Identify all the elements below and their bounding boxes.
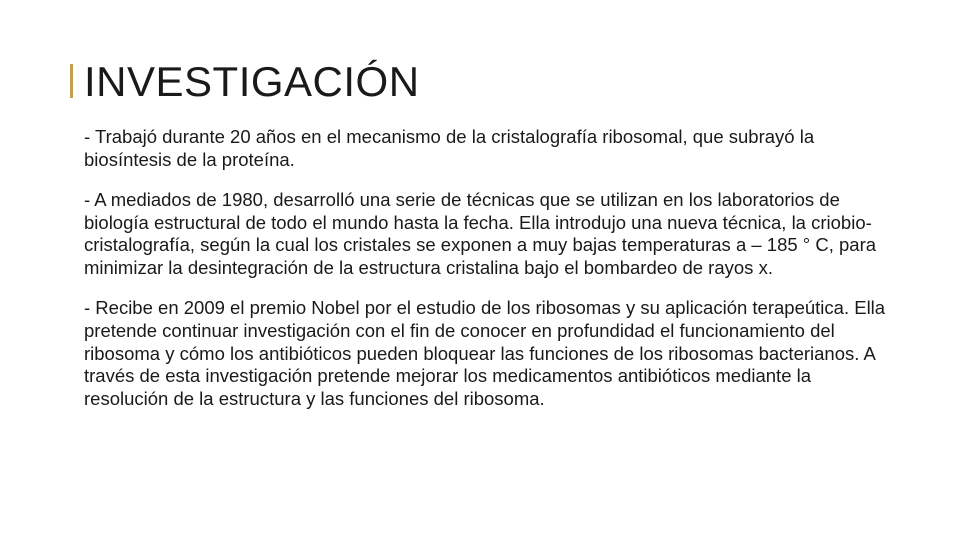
slide: INVESTIGACIÓN - Trabajó durante 20 años …	[0, 0, 960, 540]
title-accent-bar	[70, 64, 73, 98]
body-text: - Trabajó durante 20 años en el mecanism…	[70, 126, 890, 410]
page-title: INVESTIGACIÓN	[84, 60, 890, 104]
paragraph: - Recibe en 2009 el premio Nobel por el …	[84, 297, 890, 410]
paragraph: - A mediados de 1980, desarrolló una ser…	[84, 189, 890, 279]
title-block: INVESTIGACIÓN	[70, 60, 890, 104]
paragraph: - Trabajó durante 20 años en el mecanism…	[84, 126, 890, 171]
